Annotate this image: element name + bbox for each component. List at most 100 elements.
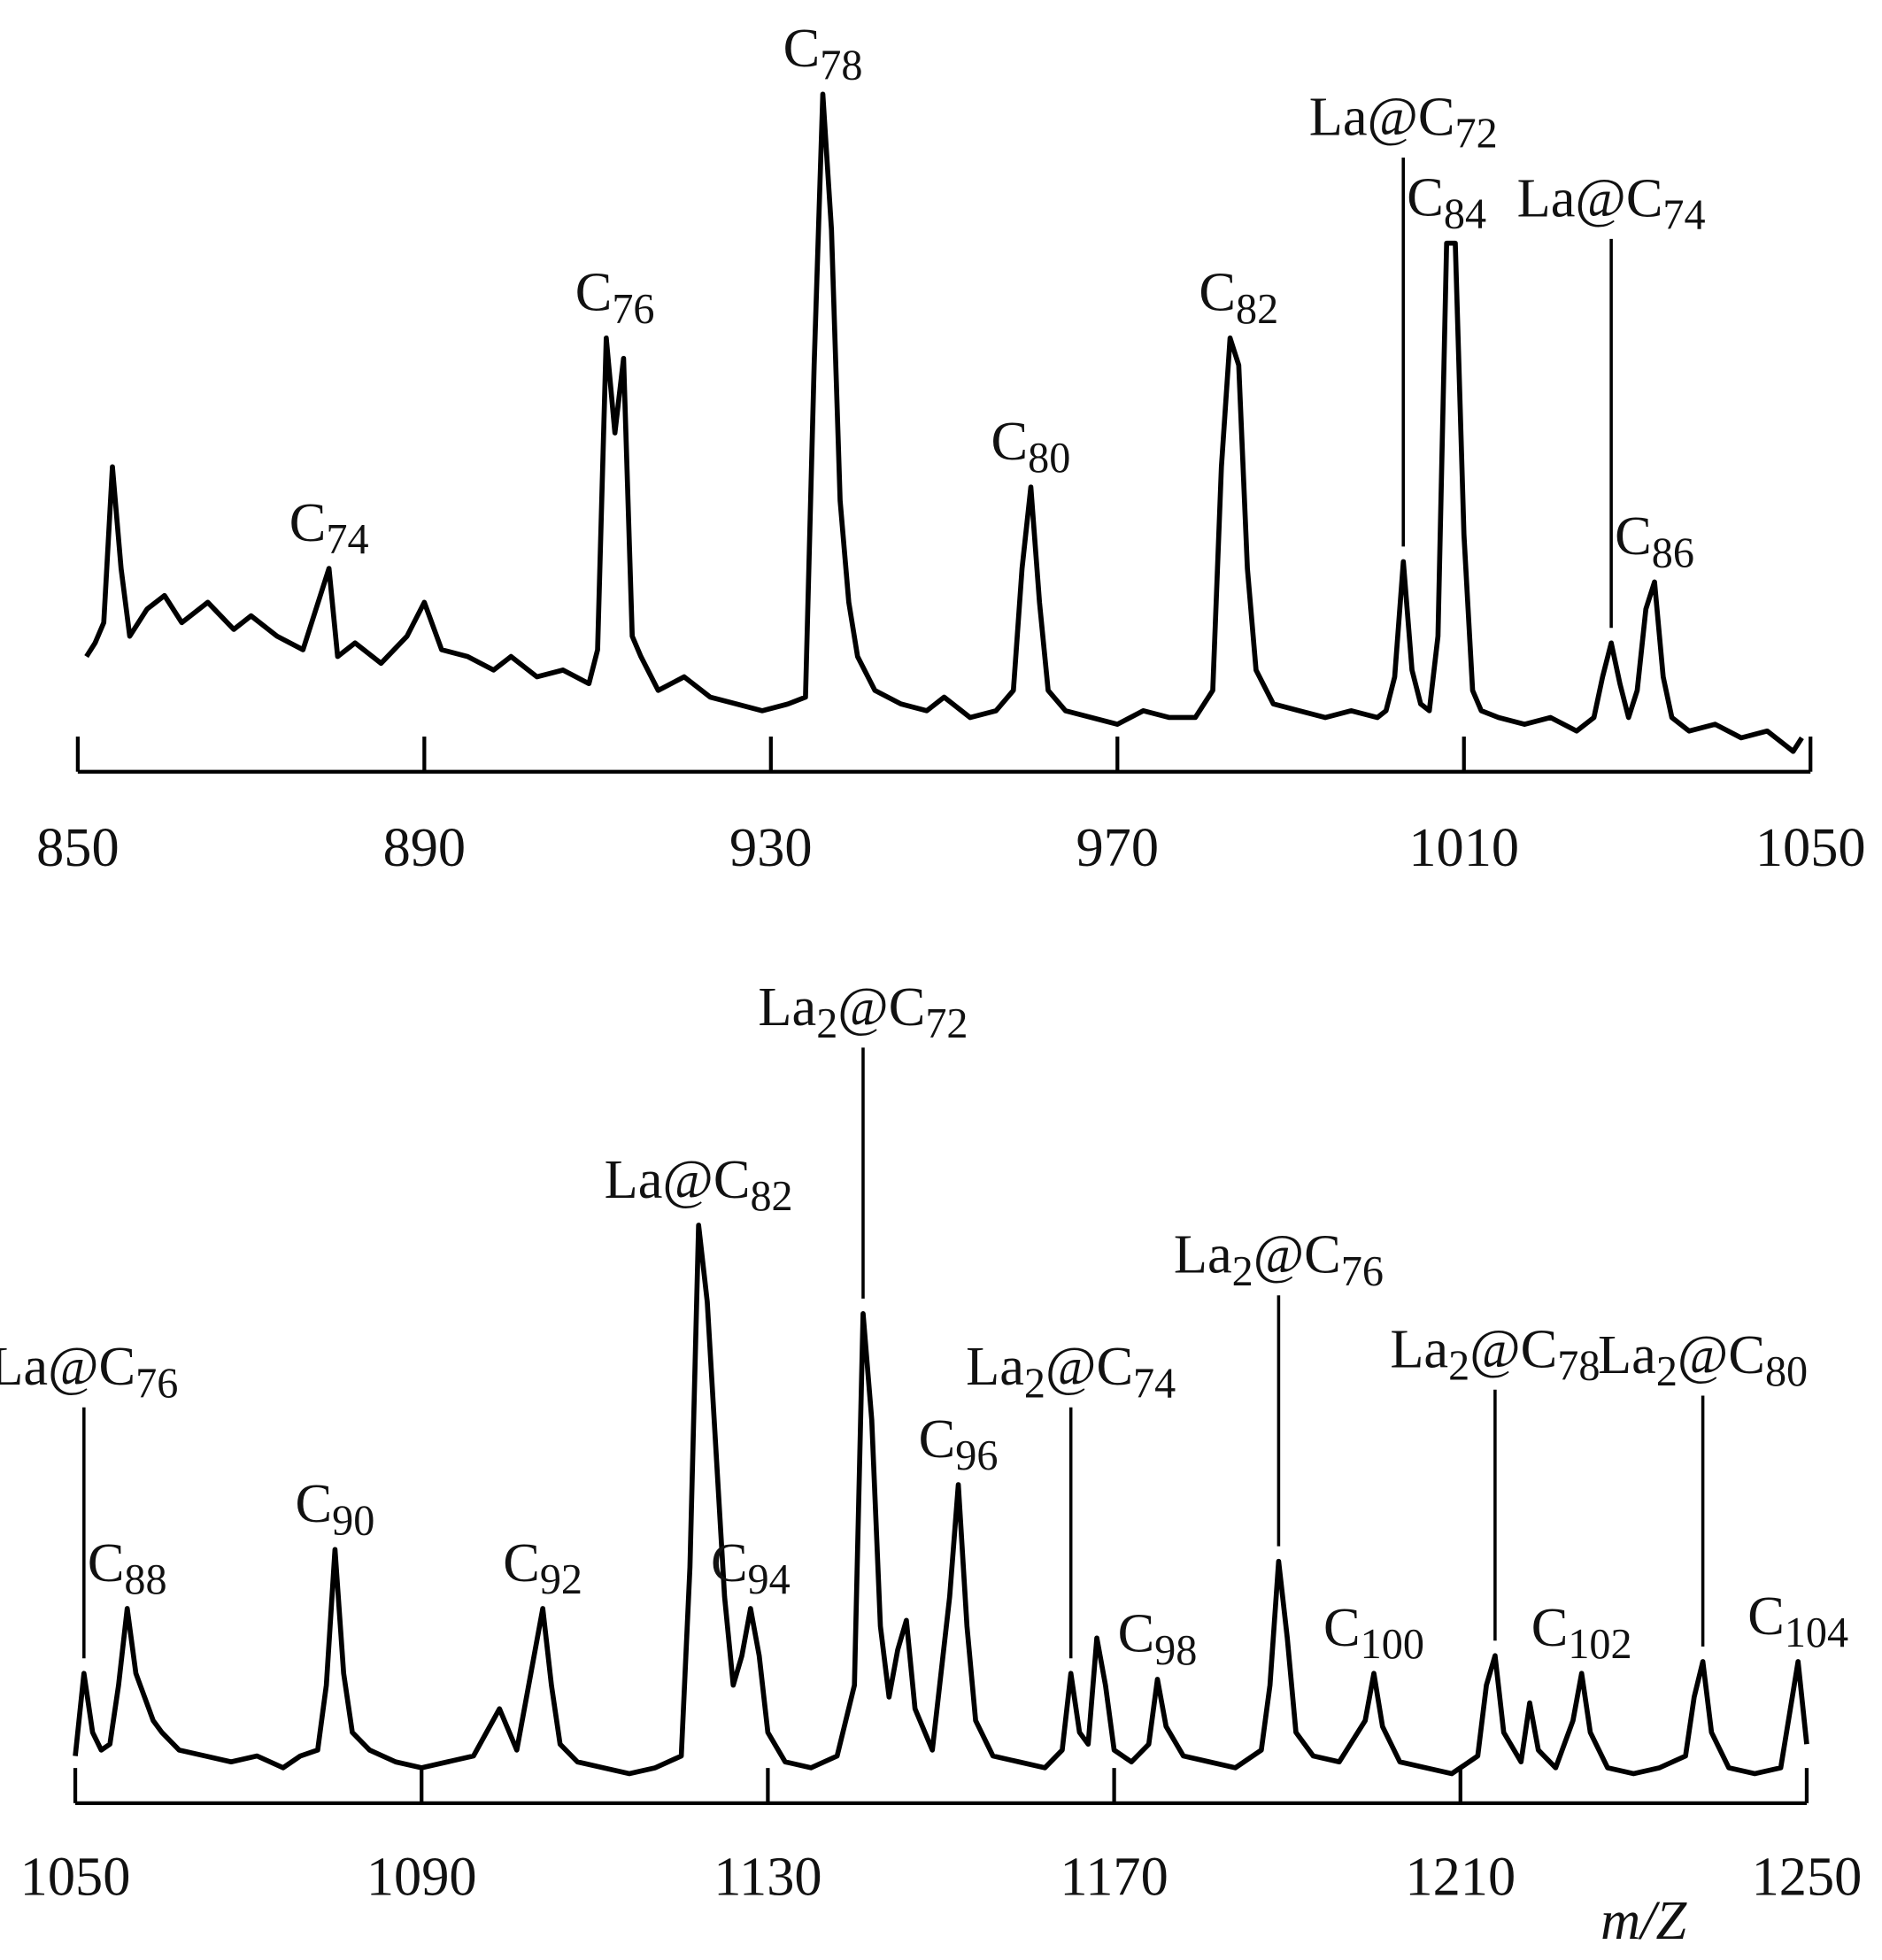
label-part: 84: [1444, 191, 1486, 238]
x-tick-label: 890: [383, 817, 467, 878]
label-part: C: [1199, 262, 1236, 323]
peak-label: La2@C72: [758, 976, 968, 1047]
label-part: @C: [1469, 1318, 1557, 1379]
label-part: 74: [1133, 1360, 1176, 1407]
peak-label: La2@C76: [1174, 1224, 1384, 1295]
label-part: C: [296, 1473, 333, 1534]
label-part: 98: [1154, 1627, 1197, 1674]
label-part: 76: [135, 1360, 178, 1407]
peak-label: C76: [575, 262, 655, 333]
x-tick-label: 970: [1076, 817, 1160, 878]
peak-label: La2@C74: [966, 1336, 1176, 1407]
label-part: 76: [612, 286, 654, 333]
label-part: La@C: [1517, 167, 1663, 228]
label-part: 2: [1232, 1248, 1253, 1295]
label-part: C: [919, 1408, 956, 1470]
x-tick-label: 1170: [1060, 1846, 1168, 1907]
peak-label: C104: [1747, 1586, 1848, 1656]
label-part: @C: [837, 976, 925, 1038]
label-part: 78: [820, 42, 862, 89]
x-tick-label: 1010: [1408, 817, 1519, 878]
label-part: 86: [1652, 529, 1694, 576]
peak-label: C102: [1531, 1597, 1632, 1668]
x-tick-label: 1250: [1752, 1846, 1863, 1907]
label-part: 100: [1361, 1621, 1424, 1668]
label-part: C: [289, 492, 327, 553]
label-part: La: [1598, 1324, 1656, 1385]
spectrum-line: [73, 1223, 1809, 1777]
label-part: La: [1390, 1318, 1448, 1379]
label-part: 94: [748, 1556, 791, 1603]
label-part: 2: [1448, 1342, 1469, 1389]
label-part: @C: [1253, 1224, 1341, 1285]
peak-label: La2@C78: [1390, 1318, 1600, 1389]
peak-label: La2@C80: [1598, 1324, 1808, 1395]
peak-label: C98: [1118, 1603, 1198, 1674]
peak-label: C94: [711, 1532, 791, 1603]
peak-label: C82: [1199, 262, 1278, 333]
label-part: 78: [1557, 1342, 1600, 1389]
label-part: La@C: [1309, 87, 1455, 148]
label-part: 102: [1568, 1621, 1631, 1668]
label-part: C: [88, 1532, 125, 1593]
label-part: C: [575, 262, 613, 323]
label-part: C: [711, 1532, 748, 1593]
label-part: 2: [1656, 1348, 1678, 1395]
label-part: 88: [124, 1556, 166, 1603]
label-part: La: [966, 1336, 1024, 1397]
label-part: 76: [1341, 1248, 1384, 1295]
x-tick-label: 1090: [366, 1846, 477, 1907]
x-tick-label: 1130: [713, 1846, 821, 1907]
label-part: 90: [332, 1497, 374, 1544]
x-tick-label: 1050: [1755, 817, 1866, 878]
label-part: 104: [1785, 1609, 1848, 1656]
label-part: 74: [326, 516, 368, 563]
x-tick-label: 1050: [20, 1846, 131, 1907]
peak-label: C88: [88, 1532, 167, 1603]
peak-label: La@C82: [605, 1149, 793, 1220]
label-part: 82: [1236, 286, 1278, 333]
label-part: La: [1174, 1224, 1232, 1285]
label-part: 96: [955, 1432, 998, 1479]
label-part: C: [1531, 1597, 1569, 1658]
label-part: C: [1407, 167, 1444, 228]
peak-label: C78: [783, 18, 863, 89]
label-part: C: [1615, 505, 1652, 567]
label-part: 74: [1662, 192, 1705, 239]
label-part: C: [991, 411, 1029, 472]
x-tick-label: 850: [36, 817, 120, 878]
peak-label: La@C76: [0, 1336, 178, 1407]
label-part: 92: [540, 1556, 582, 1603]
x-axis-label: m/Z: [1600, 1890, 1687, 1951]
peak-label: C84: [1407, 167, 1486, 238]
peak-label: C96: [919, 1408, 999, 1479]
label-part: 80: [1028, 435, 1070, 482]
spectrum-line: [84, 91, 1804, 754]
peak-label: C80: [991, 411, 1071, 482]
label-part: 2: [1024, 1360, 1045, 1407]
label-part: C: [1118, 1603, 1155, 1664]
peak-label: C100: [1323, 1597, 1424, 1668]
label-part: 2: [816, 1000, 837, 1047]
peak-label: C92: [503, 1532, 582, 1603]
label-part: C: [503, 1532, 540, 1593]
peak-label: La@C72: [1309, 87, 1498, 158]
label-part: La: [758, 976, 816, 1038]
label-part: @C: [1678, 1324, 1765, 1385]
label-part: C: [1323, 1597, 1361, 1658]
peak-label: C90: [296, 1473, 375, 1544]
x-tick-label: 1210: [1405, 1846, 1516, 1907]
label-part: C: [783, 18, 821, 79]
label-part: 82: [750, 1173, 792, 1220]
label-part: La@C: [605, 1149, 751, 1210]
peak-label: La@C74: [1517, 167, 1706, 238]
label-part: C: [1747, 1586, 1785, 1647]
peak-label: C86: [1615, 505, 1694, 576]
x-tick-label: 930: [729, 817, 813, 878]
label-part: 80: [1765, 1348, 1808, 1395]
label-part: @C: [1045, 1336, 1133, 1397]
label-part: 72: [1455, 111, 1498, 158]
peak-label: C74: [289, 492, 369, 563]
